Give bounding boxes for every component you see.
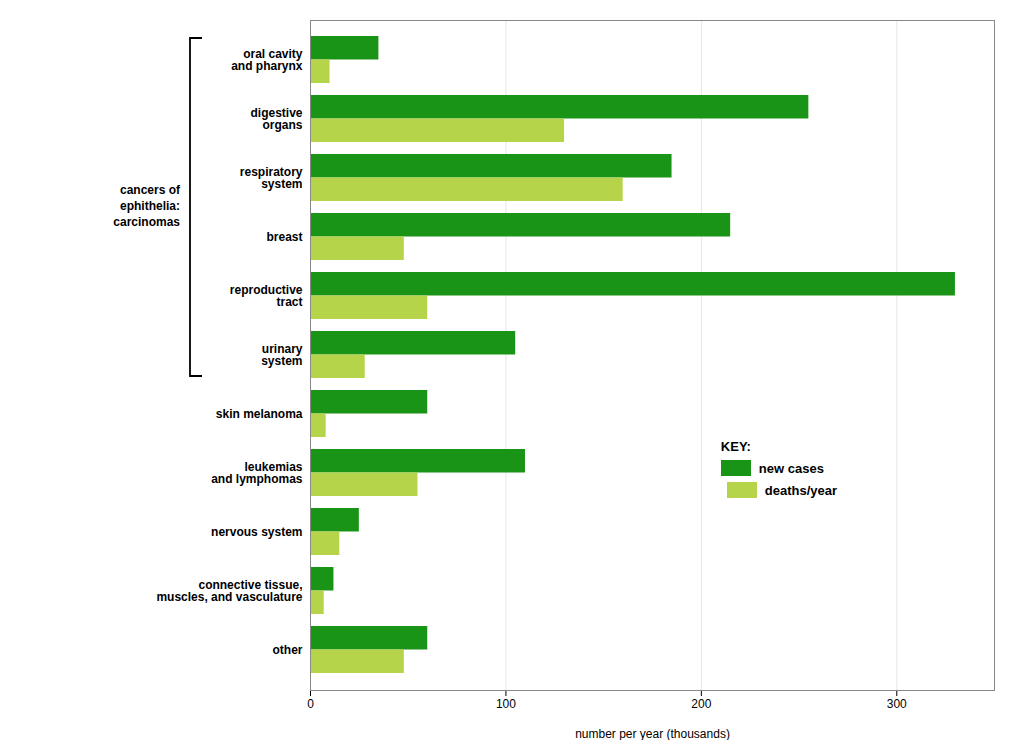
svg-text:100: 100 — [496, 697, 516, 711]
svg-text:respiratorysystem: respiratorysystem — [240, 165, 303, 191]
svg-text:breast: breast — [266, 230, 302, 244]
svg-text:nervous system: nervous system — [211, 525, 302, 539]
svg-text:other: other — [273, 643, 303, 657]
svg-text:digestiveorgans: digestiveorgans — [250, 106, 302, 132]
svg-text:connective tissue,muscles, and: connective tissue,muscles, and vasculatu… — [156, 578, 302, 604]
svg-text:reproductivetract: reproductivetract — [230, 283, 303, 309]
svg-text:leukemiasand lymphomas: leukemiasand lymphomas — [211, 460, 303, 486]
svg-text:oral cavityand pharynx: oral cavityand pharynx — [231, 47, 303, 73]
html-text:new cases: new cases — [758, 460, 824, 476]
svg-text:200: 200 — [691, 697, 711, 711]
svg-text:300: 300 — [887, 697, 907, 711]
svg-text:urinarysystem: urinarysystem — [261, 342, 303, 368]
svg-text:cancers ofephithelia:carcinoma: cancers ofephithelia:carcinomas — [113, 183, 181, 229]
svg-text:number per year (thousands): number per year (thousands) — [575, 727, 730, 741]
svg-text:skin melanoma: skin melanoma — [216, 407, 303, 421]
html-text:KEY:: KEY: — [720, 439, 751, 454]
html-text:deaths/year: deaths/year — [764, 482, 838, 498]
svg-text:0: 0 — [307, 697, 314, 711]
